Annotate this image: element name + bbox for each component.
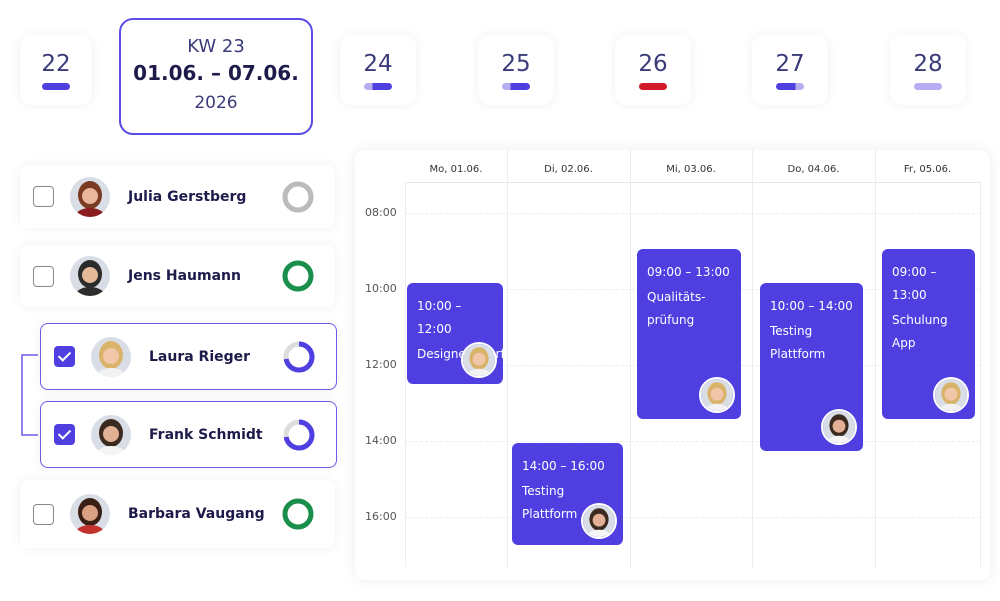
avatar-image <box>823 411 855 443</box>
week-number: 27 <box>775 51 805 77</box>
event-avatar <box>821 409 857 445</box>
status-ring <box>282 260 314 292</box>
event-title: Schulung App <box>892 313 948 350</box>
week-tab[interactable]: 26 <box>615 35 691 105</box>
checkbox[interactable] <box>54 346 75 367</box>
person-row: Laura Rieger <box>40 323 337 390</box>
avatar-image <box>701 379 733 411</box>
column-line <box>405 182 406 567</box>
week-tab[interactable]: 27 <box>752 35 828 105</box>
hour-line <box>405 213 980 214</box>
person-row: Barbara Vaugang <box>20 480 335 548</box>
event-card[interactable]: 10:00 – 14:00 Testing Plattform <box>760 283 863 451</box>
avatar-image <box>70 256 110 296</box>
event-avatar <box>699 377 735 413</box>
checkbox[interactable] <box>33 186 54 207</box>
checkbox[interactable] <box>54 424 75 445</box>
week-bar <box>914 83 942 90</box>
status-ring <box>283 419 315 450</box>
avatar-image <box>935 379 967 411</box>
time-label: 08:00 <box>365 206 397 219</box>
week-number: 22 <box>41 51 71 77</box>
person-name: Jens Haumann <box>128 268 241 284</box>
day-label: Di, 02.06. <box>544 164 593 175</box>
week-tab[interactable]: 24 <box>340 35 416 105</box>
event-time: 09:00 – 13:00 <box>647 265 730 279</box>
status-ring <box>282 498 314 530</box>
column-line <box>507 150 508 568</box>
week-range: 01.06. – 07.06. <box>133 61 299 85</box>
time-label: 14:00 <box>365 434 397 447</box>
event-time: 09:00 – 13:00 <box>892 265 937 302</box>
week-number: 28 <box>913 51 943 77</box>
day-label: Mo, 01.06. <box>429 164 483 175</box>
column-line <box>980 182 981 567</box>
avatar-image <box>70 176 110 217</box>
avatar-image <box>91 336 131 377</box>
event-time: 10:00 – 12:00 <box>417 299 462 336</box>
column-line <box>875 150 876 568</box>
week-number: 24 <box>363 51 393 77</box>
week-label: KW 23 <box>187 36 245 57</box>
event-avatar <box>461 342 497 378</box>
avatar <box>70 256 110 296</box>
event-card[interactable]: 10:00 – 12:00 Designentwurf <box>407 283 505 384</box>
hour-line <box>405 517 980 518</box>
avatar <box>70 176 110 217</box>
event-card[interactable]: 14:00 – 16:00 Testing Plattform <box>512 443 623 545</box>
person-row: Julia Gerstberg <box>20 165 335 228</box>
event-title: Qualitäts-prüfung <box>647 290 706 327</box>
column-line <box>630 150 631 568</box>
person-name: Laura Rieger <box>149 348 251 365</box>
event-time: 10:00 – 14:00 <box>770 299 853 313</box>
avatar <box>91 414 131 455</box>
week-year: 2026 <box>194 93 238 113</box>
week-bar <box>776 83 804 90</box>
avatar-image <box>91 414 131 455</box>
week-bar <box>364 83 392 90</box>
person-name: Barbara Vaugang <box>128 506 265 522</box>
calendar: Mo, 01.06. Di, 02.06. Mi, 03.06. Do, 04.06.… <box>355 150 990 580</box>
event-card[interactable]: 09:00 – 13:00 Schulung App <box>882 249 975 419</box>
person-row: Jens Haumann <box>20 245 335 307</box>
checkbox[interactable] <box>33 265 54 287</box>
status-ring <box>282 181 314 212</box>
week-bar <box>639 83 667 90</box>
time-label: 12:00 <box>365 358 397 371</box>
week-bar <box>42 83 70 90</box>
day-label: Fr, 05.06. <box>903 164 952 175</box>
selected-week[interactable]: KW 23 01.06. – 07.06. 2026 <box>119 18 313 135</box>
week-tab[interactable]: 22 <box>20 35 92 105</box>
week-bar <box>502 83 530 90</box>
header-divider <box>405 182 980 183</box>
week-number: 25 <box>501 51 531 77</box>
checkbox[interactable] <box>33 503 54 525</box>
event-card[interactable]: 09:00 – 13:00 Qualitäts-prüfung <box>637 249 741 419</box>
week-tab[interactable]: 25 <box>478 35 554 105</box>
hour-line <box>405 441 980 442</box>
avatar-image <box>463 344 495 376</box>
column-line <box>752 150 753 568</box>
event-title: Testing Plattform <box>770 324 826 361</box>
avatar <box>70 494 110 534</box>
person-name: Julia Gerstberg <box>128 188 247 205</box>
avatar-image <box>583 505 615 537</box>
event-avatar <box>933 377 969 413</box>
avatar-image <box>70 494 110 534</box>
person-row: Frank Schmidt <box>40 401 337 468</box>
time-label: 16:00 <box>365 510 397 523</box>
avatar <box>91 336 131 377</box>
status-ring <box>283 341 315 372</box>
person-name: Frank Schmidt <box>149 426 263 443</box>
group-bracket <box>21 354 38 436</box>
week-tab[interactable]: 28 <box>890 35 966 105</box>
event-title: Testing Plattform <box>522 484 578 521</box>
week-number: 26 <box>638 51 668 77</box>
day-label: Mi, 03.06. <box>666 164 716 175</box>
event-time: 14:00 – 16:00 <box>522 459 605 473</box>
event-avatar <box>581 503 617 539</box>
day-label: Do, 04.06. <box>787 164 840 175</box>
time-label: 10:00 <box>365 282 397 295</box>
